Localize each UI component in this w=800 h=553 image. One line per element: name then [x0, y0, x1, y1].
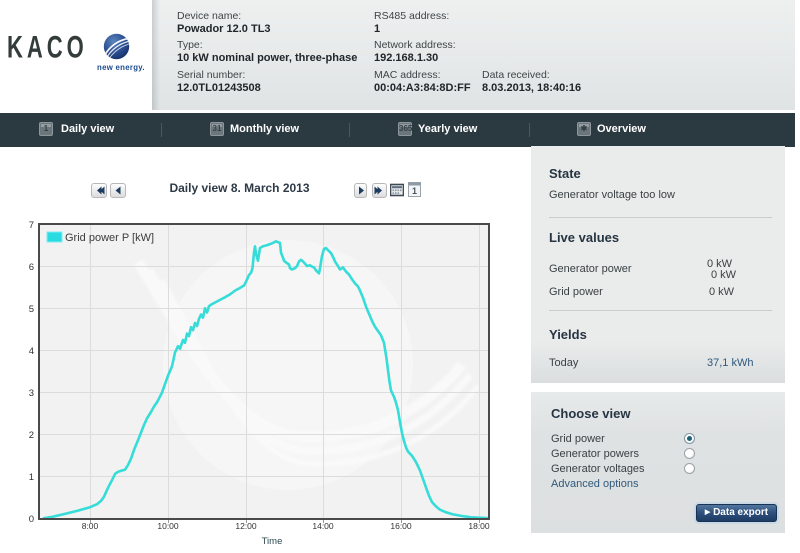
svg-text:8:00: 8:00: [82, 521, 99, 531]
svg-text:0: 0: [29, 514, 34, 525]
svg-text:Grid power P [kW]: Grid power P [kW]: [65, 232, 154, 244]
svg-text:16:00: 16:00: [390, 521, 412, 531]
svg-text:14:00: 14:00: [312, 521, 334, 531]
svg-text:12:00: 12:00: [235, 521, 257, 531]
svg-text:2: 2: [29, 430, 34, 441]
svg-text:4: 4: [29, 346, 34, 357]
svg-text:7: 7: [29, 220, 34, 231]
svg-text:10:00: 10:00: [157, 521, 179, 531]
svg-text:6: 6: [29, 262, 34, 273]
svg-text:18:00: 18:00: [468, 521, 490, 531]
svg-text:1: 1: [412, 186, 417, 196]
svg-text:Time: Time: [262, 536, 283, 547]
svg-text:1: 1: [29, 472, 34, 483]
svg-text:5: 5: [29, 304, 34, 315]
svg-text:3: 3: [29, 388, 34, 399]
